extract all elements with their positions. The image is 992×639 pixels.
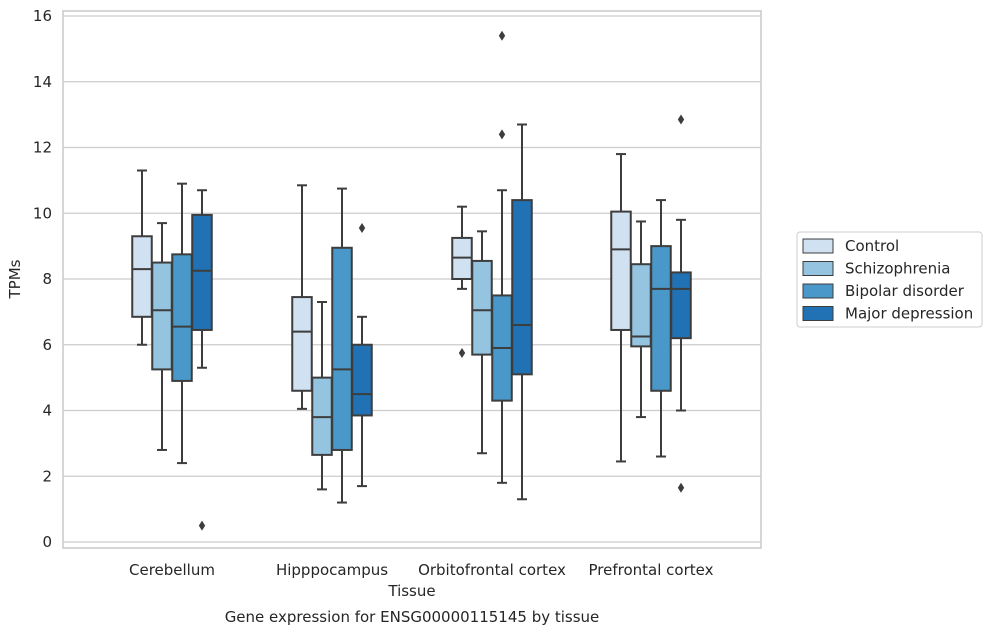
y-tick-label: 4 xyxy=(42,402,52,420)
box-schizophrenia xyxy=(151,222,173,451)
box-groups xyxy=(131,30,692,531)
box-body xyxy=(351,343,373,417)
box-body xyxy=(291,296,313,392)
y-tick-label: 8 xyxy=(42,270,52,288)
box-bipolar-disorder xyxy=(491,30,513,484)
outlier-point xyxy=(498,30,506,41)
outlier-point xyxy=(498,129,506,140)
x-tick-label: Prefrontal cortex xyxy=(589,561,714,579)
box-body xyxy=(630,263,652,348)
legend-label: Bipolar disorder xyxy=(845,282,965,300)
y-tick-label: 2 xyxy=(42,467,52,485)
y-tick-label: 12 xyxy=(33,139,52,157)
legend-swatch xyxy=(802,283,834,299)
box-major-depression xyxy=(511,123,533,501)
outlier-point xyxy=(677,482,685,493)
box-schizophrenia xyxy=(311,301,333,491)
outlier-point xyxy=(358,223,366,234)
legend-label: Major depression xyxy=(845,305,973,323)
legend-label: Schizophrenia xyxy=(845,260,950,278)
box-body xyxy=(610,210,632,331)
legend-frame xyxy=(796,231,983,328)
y-tick-labels: 0 2 4 6 8 10 12 14 16 xyxy=(33,7,52,551)
box-major-depression xyxy=(351,223,373,488)
x-tick-label: Hipppocampus xyxy=(276,561,388,579)
x-tick-labels: Cerebellum Hipppocampus Orbitofrontal cort… xyxy=(129,561,714,579)
chart-caption: Gene expression for ENSG00000115145 by t… xyxy=(225,608,600,626)
box-body xyxy=(131,235,153,318)
box-body xyxy=(471,259,493,356)
box-body xyxy=(151,261,173,371)
box-major-depression xyxy=(191,189,213,531)
y-tick-label: 6 xyxy=(42,336,52,354)
box-bipolar-disorder xyxy=(331,187,353,504)
legend: Control Schizophrenia Bipolar disorder Majo… xyxy=(796,231,983,328)
y-axis-label: TPMs xyxy=(6,259,24,299)
box-schizophrenia xyxy=(630,220,652,419)
box-body xyxy=(171,253,193,382)
outlier-point xyxy=(458,347,466,358)
box-body xyxy=(331,246,353,451)
box-body xyxy=(650,245,672,392)
box-control xyxy=(131,169,153,346)
y-tick-label: 0 xyxy=(42,533,52,551)
legend-label: Control xyxy=(845,237,899,255)
box-body xyxy=(670,271,692,340)
box-major-depression xyxy=(670,114,692,493)
outlier-point xyxy=(198,520,206,531)
plot-frame xyxy=(62,10,762,549)
outlier-point xyxy=(677,114,685,125)
y-tick-label: 14 xyxy=(33,73,52,91)
box-body xyxy=(191,213,213,331)
x-tick-label: Orbitofrontal cortex xyxy=(418,561,566,579)
box-bipolar-disorder xyxy=(650,199,672,458)
box-control xyxy=(291,184,313,410)
legend-swatch xyxy=(802,306,834,321)
y-tick-label: 10 xyxy=(33,204,52,222)
legend-swatch xyxy=(802,261,834,276)
box-bipolar-disorder xyxy=(171,182,193,465)
x-axis-label: Tissue xyxy=(387,582,435,600)
box-schizophrenia xyxy=(471,230,493,455)
y-tick-label: 16 xyxy=(33,7,52,25)
box-body xyxy=(511,199,533,376)
legend-swatch xyxy=(802,238,834,254)
x-tick-label: Cerebellum xyxy=(129,561,215,579)
box-control xyxy=(451,205,473,358)
box-control xyxy=(610,153,632,463)
